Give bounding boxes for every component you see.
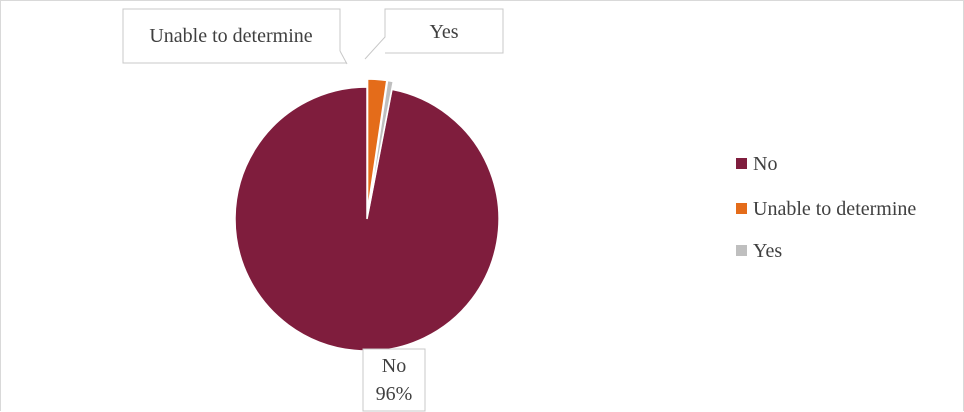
leader-line-yes	[364, 8, 504, 60]
legend-label-unable: Unable to determine	[753, 198, 916, 220]
pie-slice-unable	[366, 78, 388, 212]
legend-swatch-yes	[736, 245, 747, 256]
leader-line-unable-pointer	[339, 50, 348, 65]
pie-slice-no	[234, 86, 500, 352]
legend-label-yes: Yes	[753, 240, 782, 262]
data-label-no-category: No	[382, 355, 406, 377]
leader-line-unable	[122, 8, 347, 64]
legend-swatch-unable	[736, 203, 747, 214]
pie-slices	[234, 78, 500, 352]
data-label-no-percent: 96%	[376, 383, 413, 405]
legend: No Unable to determine Yes	[736, 153, 916, 262]
data-label-unable: Unable to determine	[149, 25, 312, 47]
legend-swatch-no	[736, 158, 747, 169]
data-label-yes: Yes	[429, 21, 458, 43]
data-label-callouts: Unable to determine Yes No 96%	[122, 8, 504, 412]
pie-slice-yes	[367, 79, 395, 212]
legend-label-no: No	[753, 153, 777, 175]
